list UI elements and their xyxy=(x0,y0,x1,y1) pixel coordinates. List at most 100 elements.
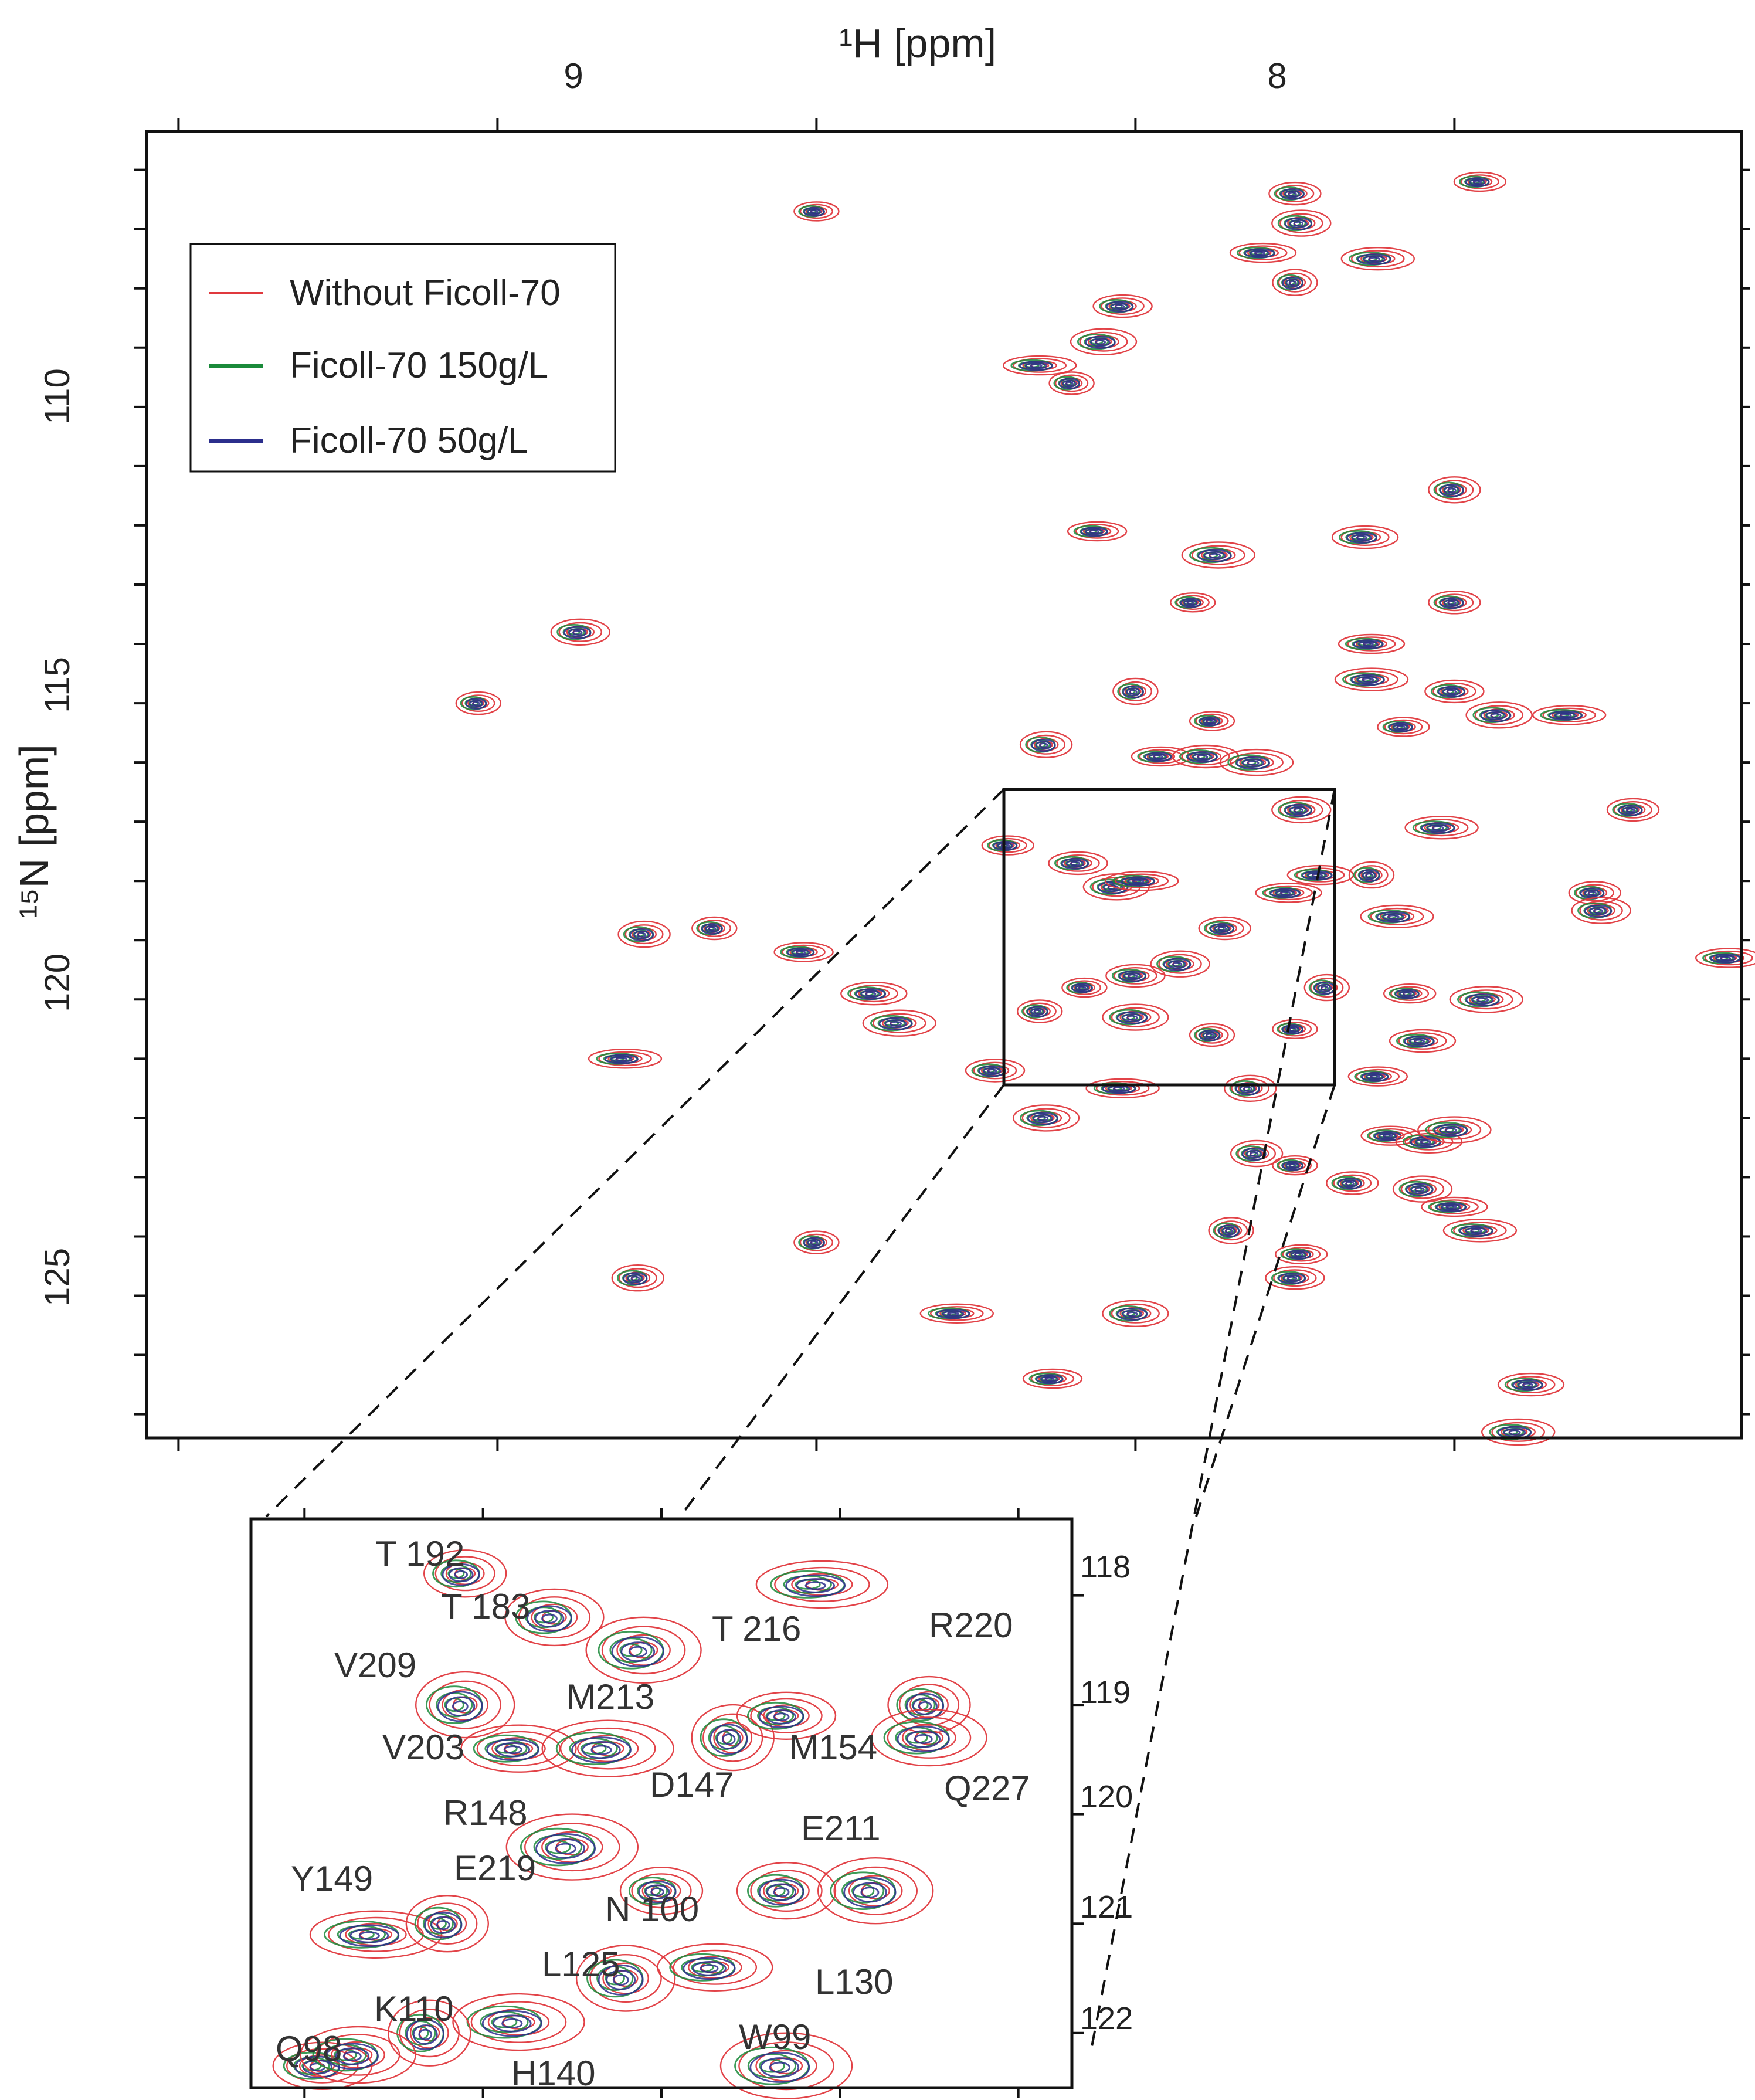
peak-contour xyxy=(555,1843,576,1855)
peak-contour xyxy=(1030,1371,1075,1386)
peak-contour xyxy=(1447,487,1457,494)
peak-contour xyxy=(1186,601,1195,605)
peak-contour xyxy=(1356,1068,1400,1084)
nmr-peak xyxy=(1092,294,1153,318)
peak-contour xyxy=(1282,1024,1304,1035)
peak-contour xyxy=(1465,701,1533,729)
peak-contour xyxy=(1282,1274,1302,1283)
peak-contour xyxy=(1704,950,1753,966)
peak-contour xyxy=(418,2028,433,2041)
peak-contour xyxy=(300,2026,416,2084)
peak-contour xyxy=(1189,1023,1235,1047)
peak-contour xyxy=(1382,1134,1393,1139)
nmr-peak xyxy=(919,1303,994,1324)
peak-contour xyxy=(914,1733,933,1744)
peak-contour xyxy=(930,1306,984,1321)
peak-contour xyxy=(1071,983,1093,993)
peak-contour xyxy=(1465,993,1500,1007)
peak-contour xyxy=(1444,1127,1457,1134)
peak-contour xyxy=(1027,734,1066,755)
peak-contour xyxy=(884,1019,907,1029)
peak-contour xyxy=(1070,861,1081,866)
peak-contour xyxy=(1378,1132,1397,1140)
peak-contour xyxy=(1340,528,1390,546)
peak-contour xyxy=(1427,824,1450,832)
nmr-peak xyxy=(1417,1116,1492,1144)
peak-contour xyxy=(799,1233,833,1251)
peak-contour xyxy=(862,1009,937,1037)
peak-contour xyxy=(1112,677,1159,705)
peak-contour xyxy=(412,2024,438,2045)
peak-contour xyxy=(604,1054,639,1064)
peak-contour xyxy=(782,944,826,960)
peak-contour xyxy=(1366,1073,1384,1081)
peak-contour xyxy=(1036,1374,1064,1385)
peak-contour xyxy=(796,1578,835,1593)
peak-contour xyxy=(1361,1071,1389,1082)
nmr-peak xyxy=(1606,798,1660,822)
peak-contour xyxy=(1439,597,1464,609)
peak-contour xyxy=(1382,913,1405,921)
peak-contour xyxy=(906,1730,941,1748)
peak-contour xyxy=(1445,1205,1457,1210)
peak-contour xyxy=(860,1887,880,1898)
peak-contour xyxy=(1180,598,1201,608)
peak-contour xyxy=(1214,925,1231,933)
nmr-peak xyxy=(452,1993,585,2051)
peak-contour xyxy=(1459,1225,1493,1237)
peak-contour xyxy=(1485,711,1506,721)
nmr-peak xyxy=(1268,181,1322,206)
peak-contour xyxy=(1153,755,1163,759)
peak-contour xyxy=(1517,1381,1538,1389)
nmr-peak xyxy=(1265,1266,1325,1290)
nmr-peak xyxy=(1331,525,1399,549)
inset-peak-layer xyxy=(272,1549,987,2099)
peak-contour xyxy=(1202,718,1217,725)
legend-label-ficoll-150: Ficoll-70 150g/L xyxy=(290,345,548,386)
nmr-peak xyxy=(1223,1074,1277,1102)
peak-contour xyxy=(527,1605,572,1633)
connector-line xyxy=(679,1084,1005,1518)
nmr-peak xyxy=(1208,1217,1254,1244)
nmr-peak xyxy=(862,1009,937,1037)
peak-contour xyxy=(791,949,810,956)
peak-contour xyxy=(1214,1220,1248,1241)
peak-contour xyxy=(1506,1376,1556,1394)
peak-contour xyxy=(1449,986,1524,1013)
peak-contour xyxy=(755,1560,889,1609)
peak-contour xyxy=(1472,179,1482,185)
peak-contour xyxy=(766,1709,796,1725)
nmr-peak xyxy=(657,1943,773,1992)
residue-label: L130 xyxy=(815,1962,893,2001)
peak-contour xyxy=(1360,904,1434,929)
nmr-peak xyxy=(1347,1066,1408,1087)
peak-contour xyxy=(460,1724,577,1773)
peak-contour xyxy=(437,1691,483,1722)
main-spectrum-plot: 9 8 110 115 120 125 ¹H [ppm] ¹⁵N [ppm] xyxy=(11,21,1755,1451)
peak-contour xyxy=(817,1857,934,1925)
peak-contour xyxy=(1275,185,1315,202)
peak-contour xyxy=(627,1274,644,1284)
peak-contour xyxy=(611,1264,665,1292)
peak-contour xyxy=(965,1059,1026,1083)
nmr-peak xyxy=(1338,633,1406,654)
nmr-peak xyxy=(388,1999,471,2067)
inset-y-tick-118: 118 xyxy=(1080,1549,1131,1585)
nmr-peak xyxy=(1377,717,1430,737)
nmr-peak xyxy=(504,1588,605,1647)
nmr-peak xyxy=(1102,1300,1169,1328)
peak-contour xyxy=(582,1741,621,1759)
peak-contour xyxy=(454,1570,468,1579)
peak-contour xyxy=(1127,878,1150,886)
peak-contour xyxy=(1092,294,1153,318)
peak-contour xyxy=(598,1964,644,1996)
peak-contour xyxy=(1198,916,1251,941)
nmr-peak xyxy=(1181,541,1256,569)
peak-contour xyxy=(1480,709,1512,722)
peak-contour xyxy=(1105,301,1134,313)
peak-contour xyxy=(1023,1002,1057,1020)
peak-contour xyxy=(1237,1143,1277,1163)
peak-contour xyxy=(1172,962,1183,968)
peak-contour xyxy=(1559,713,1572,718)
peak-contour xyxy=(349,1928,389,1943)
